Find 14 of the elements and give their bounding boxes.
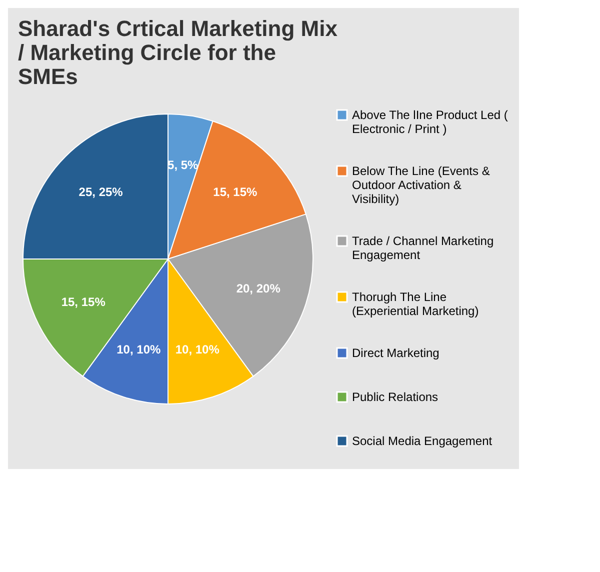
chart-title: Sharad's Crtical Marketing Mix / Marketing Circle for the SMEs — [18, 16, 338, 89]
data-label: 25, 25% — [78, 184, 124, 199]
legend-label: Below The Line (Events & Outdoor Activation & Visibility) — [352, 164, 490, 206]
legend-label: Above The lIne Product Led ( Electronic / Print ) — [352, 108, 508, 136]
data-label: 10, 10% — [175, 342, 220, 356]
legend-label: Trade / Channel Marketing Engagement — [352, 234, 494, 262]
data-label: 15, 15% — [213, 184, 258, 199]
legend-label: Social Media Engagement — [352, 434, 493, 448]
data-label: 10, 10% — [116, 342, 161, 356]
data-label: 15, 15% — [61, 295, 106, 310]
data-label: 20, 20% — [236, 281, 281, 296]
legend-label: Direct Marketing — [352, 346, 440, 360]
legend-label: Thorugh The Line (Experiential Marketing) — [352, 290, 479, 318]
legend-label: Public Relations — [352, 390, 438, 404]
